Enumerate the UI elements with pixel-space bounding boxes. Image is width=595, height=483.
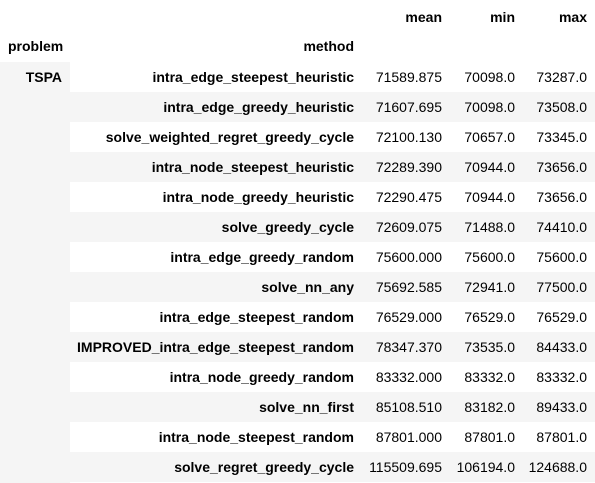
table-row: solve_nn_first 85108.510 83182.0 89433.0	[0, 392, 595, 422]
min-cell: 106194.0	[456, 459, 515, 475]
row-stripe	[70, 332, 595, 362]
min-cell: 70657.0	[464, 129, 515, 145]
mean-cell: 76529.000	[375, 309, 442, 325]
min-cell: 72941.0	[464, 279, 515, 295]
max-cell: 73656.0	[536, 189, 587, 205]
table-row: solve_greedy_cycle 72609.075 71488.0 74410.…	[0, 212, 595, 242]
row-stripe	[70, 452, 595, 482]
index-name-method: method	[303, 38, 354, 54]
min-cell: 70098.0	[464, 99, 515, 115]
row-stripe	[70, 272, 595, 302]
mean-cell: 72609.075	[375, 219, 442, 235]
max-cell: 83332.0	[536, 369, 587, 385]
mean-cell: 72290.475	[375, 189, 442, 205]
max-cell: 74410.0	[536, 219, 587, 235]
max-cell: 89433.0	[536, 399, 587, 415]
problem-group-label: TSPA	[25, 69, 62, 85]
table-row: solve_weighted_regret_greedy_cycle 72100.…	[0, 122, 595, 152]
min-cell: 87801.0	[464, 429, 515, 445]
max-cell: 73287.0	[536, 69, 587, 85]
table-row: intra_node_steepest_heuristic 72289.390 70…	[0, 152, 595, 182]
table-row: intra_node_greedy_random 83332.000 83332.0…	[0, 362, 595, 392]
min-cell: 73535.0	[464, 339, 515, 355]
method-cell: intra_edge_greedy_heuristic	[163, 99, 354, 115]
row-stripe	[70, 392, 595, 422]
max-cell: 84433.0	[536, 339, 587, 355]
max-cell: 73656.0	[536, 159, 587, 175]
method-cell: solve_weighted_regret_greedy_cycle	[105, 129, 354, 145]
max-cell: 73508.0	[536, 99, 587, 115]
mean-cell: 83332.000	[375, 369, 442, 385]
method-cell: intra_edge_greedy_random	[170, 249, 354, 265]
min-cell: 70944.0	[464, 159, 515, 175]
table-row: intra_edge_greedy_random 75600.000 75600.0…	[0, 242, 595, 272]
table-row: intra_node_greedy_heuristic 72290.475 7094…	[0, 182, 595, 212]
method-cell: intra_edge_steepest_random	[159, 309, 354, 325]
row-stripe	[70, 212, 595, 242]
table-row: intra_edge_steepest_random 76529.000 76529…	[0, 302, 595, 332]
mean-cell: 75600.000	[375, 249, 442, 265]
mean-cell: 115509.695	[369, 459, 442, 475]
mean-cell: 85108.510	[375, 399, 442, 415]
min-cell: 70944.0	[464, 189, 515, 205]
max-cell: 76529.0	[536, 309, 587, 325]
method-cell: IMPROVED_intra_edge_steepest_random	[77, 339, 354, 355]
method-cell: intra_edge_steepest_heuristic	[152, 69, 354, 85]
method-cell: intra_node_steepest_random	[158, 429, 354, 445]
row-stripe	[70, 92, 595, 122]
method-cell: solve_regret_greedy_cycle	[174, 459, 354, 475]
min-cell: 75600.0	[464, 249, 515, 265]
min-cell: 70098.0	[464, 69, 515, 85]
method-cell: intra_node_greedy_heuristic	[162, 189, 354, 205]
min-cell: 83182.0	[464, 399, 515, 415]
method-cell: solve_nn_first	[259, 399, 354, 415]
method-cell: intra_node_steepest_heuristic	[151, 159, 354, 175]
mean-cell: 71607.695	[375, 99, 442, 115]
method-cell: solve_nn_any	[261, 279, 354, 295]
max-cell: 87801.0	[536, 429, 587, 445]
table-row: IMPROVED_intra_edge_steepest_random 78347…	[0, 332, 595, 362]
header-row-index-names: problem method	[0, 31, 595, 61]
table-row: solve_nn_any 75692.585 72941.0 77500.0	[0, 272, 595, 302]
mean-cell: 71589.875	[375, 69, 442, 85]
min-cell: 76529.0	[464, 309, 515, 325]
column-header-min: min	[490, 9, 515, 25]
min-cell: 83332.0	[464, 369, 515, 385]
problem-column-background	[0, 62, 70, 483]
mean-cell: 87801.000	[375, 429, 442, 445]
method-cell: intra_node_greedy_random	[169, 369, 354, 385]
max-cell: 77500.0	[536, 279, 587, 295]
max-cell: 73345.0	[536, 129, 587, 145]
row-stripe	[70, 152, 595, 182]
min-cell: 71488.0	[464, 219, 515, 235]
table-row: solve_regret_greedy_cycle 115509.695 10619…	[0, 452, 595, 482]
method-cell: solve_greedy_cycle	[221, 219, 354, 235]
mean-cell: 72100.130	[375, 129, 442, 145]
mean-cell: 72289.390	[375, 159, 442, 175]
table-row: intra_node_steepest_random 87801.000 87801…	[0, 422, 595, 452]
column-header-max: max	[558, 9, 587, 25]
max-cell: 124688.0	[528, 459, 587, 475]
table-row: intra_edge_steepest_heuristic 71589.875 70…	[0, 62, 595, 92]
mean-cell: 78347.370	[375, 339, 442, 355]
column-header-mean: mean	[405, 9, 442, 25]
index-name-problem: problem	[8, 38, 64, 54]
max-cell: 75600.0	[536, 249, 587, 265]
mean-cell: 75692.585	[375, 279, 442, 295]
header-row-columns: mean min max	[0, 2, 595, 32]
table-row: intra_edge_greedy_heuristic 71607.695 7009…	[0, 92, 595, 122]
